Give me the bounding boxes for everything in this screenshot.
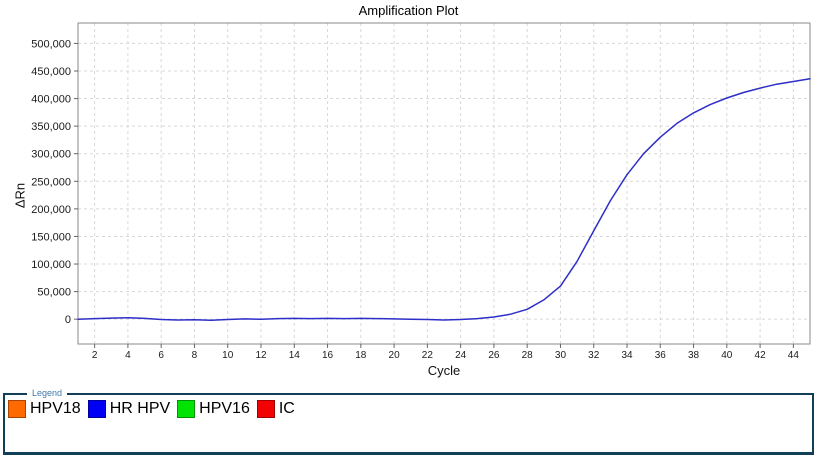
legend-item-hpv16: HPV16 [177, 400, 250, 418]
x-tick-label: 38 [688, 350, 700, 361]
y-tick-label: 400,000 [31, 94, 71, 106]
x-tick-label: 22 [422, 350, 434, 361]
x-tick-label: 40 [721, 350, 733, 361]
x-tick-label: 20 [389, 350, 401, 361]
legend-items: HPV18 HR HPV HPV16 IC [5, 395, 812, 418]
plot-border [77, 22, 811, 345]
legend-item-label: HPV18 [30, 400, 81, 417]
y-tick-label: 0 [65, 314, 71, 326]
x-tick-label: 30 [555, 350, 567, 361]
x-tick-label: 6 [158, 350, 164, 361]
legend-box: Legend HPV18 HR HPV HPV16 IC [3, 388, 814, 455]
x-tick-label: 2 [92, 350, 98, 361]
chart-title: Amplification Plot [358, 3, 459, 18]
legend-item-label: HR HPV [109, 400, 171, 417]
x-tick-label: 34 [621, 350, 633, 361]
x-tick-label: 10 [222, 350, 234, 361]
legend-caption: Legend [27, 388, 68, 399]
x-tick-label: 4 [125, 350, 131, 361]
x-tick-label: 12 [255, 350, 267, 361]
legend-item-hpv18: HPV18 [8, 400, 81, 418]
legend-item-label: HPV16 [199, 400, 250, 417]
x-tick-label: 26 [488, 350, 500, 361]
x-axis-title: Cycle [427, 363, 461, 378]
x-tick-label: 44 [788, 350, 800, 361]
amplification-curve [77, 77, 811, 322]
x-tick-label: 24 [455, 350, 467, 361]
y-tick-label: 500,000 [31, 38, 71, 50]
y-tick-label: 200,000 [31, 204, 71, 216]
x-tick-label: 8 [192, 350, 198, 361]
legend-swatch [256, 400, 275, 418]
legend-item-hr-hpv: HR HPV [87, 400, 171, 418]
y-tick-label: 250,000 [31, 176, 71, 188]
legend-swatch [87, 400, 106, 418]
y-tick-label: 50,000 [37, 287, 71, 299]
legend-swatch [8, 400, 26, 418]
y-tick-label: 450,000 [31, 66, 71, 78]
x-tick-label: 32 [588, 350, 600, 361]
x-tick-label: 28 [522, 350, 534, 361]
y-tick-label: 350,000 [31, 121, 71, 133]
x-tick-label: 42 [755, 350, 767, 361]
x-tick-label: 36 [655, 350, 667, 361]
x-tick-label: 18 [355, 350, 367, 361]
y-tick-label: 150,000 [31, 231, 71, 243]
legend-item-ic: IC [256, 400, 295, 418]
plot-area: 2 4 6 8 10 12 14 16 18 20 22 24 26 28 30 32 34 36 38 40 42 44… [31, 22, 811, 361]
legend-item-label: IC [278, 400, 295, 417]
y-tick-label: 100,000 [31, 259, 71, 271]
x-tick-label: 14 [289, 350, 301, 361]
y-tick-label: 300,000 [31, 149, 71, 161]
x-tick-label: 16 [322, 350, 334, 361]
legend-swatch [177, 400, 196, 418]
